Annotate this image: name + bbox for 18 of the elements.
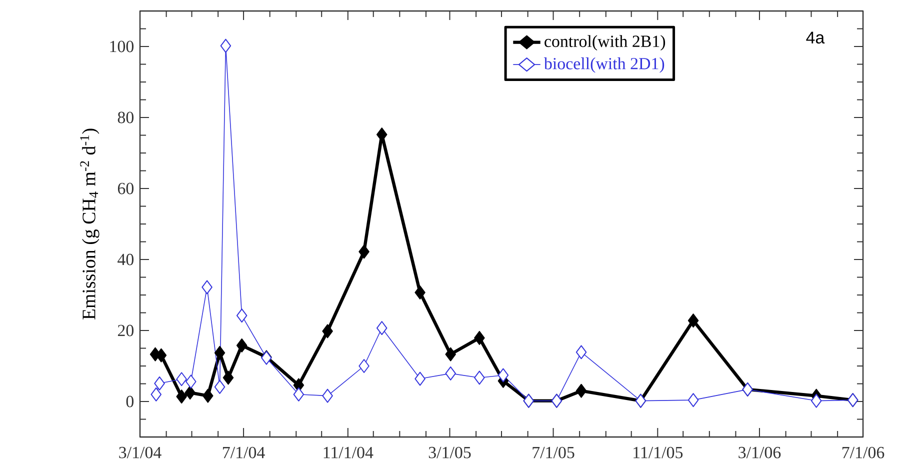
x-tick-label: 7/1/04 bbox=[222, 446, 265, 458]
y-tick-label: 60 bbox=[118, 182, 134, 194]
x-tick-label: 3/1/05 bbox=[428, 446, 471, 458]
legend-label: biocell(with 2D1) bbox=[544, 57, 664, 73]
y-tick-label: 0 bbox=[126, 396, 134, 408]
x-tick-label: 11/1/04 bbox=[324, 446, 374, 458]
y-tick-label: 80 bbox=[118, 112, 134, 124]
y-axis-title: Emission (g CH$_{4}$ m$^{-2}$ d$^{-1}$) bbox=[80, 128, 100, 320]
x-tick-label: 11/1/05 bbox=[634, 446, 683, 458]
x-tick-label: 7/1/05 bbox=[532, 446, 574, 458]
legend-label: control(with 2B1) bbox=[544, 35, 666, 51]
annotation: 4a bbox=[806, 32, 825, 44]
x-tick-label: 3/1/04 bbox=[119, 446, 162, 458]
y-tick-label: 100 bbox=[110, 40, 134, 52]
x-tick-label: 7/1/06 bbox=[842, 446, 884, 458]
y-tick-label: 20 bbox=[118, 324, 134, 336]
y-tick-label: 40 bbox=[118, 254, 134, 266]
x-tick-label: 3/1/06 bbox=[738, 446, 781, 458]
